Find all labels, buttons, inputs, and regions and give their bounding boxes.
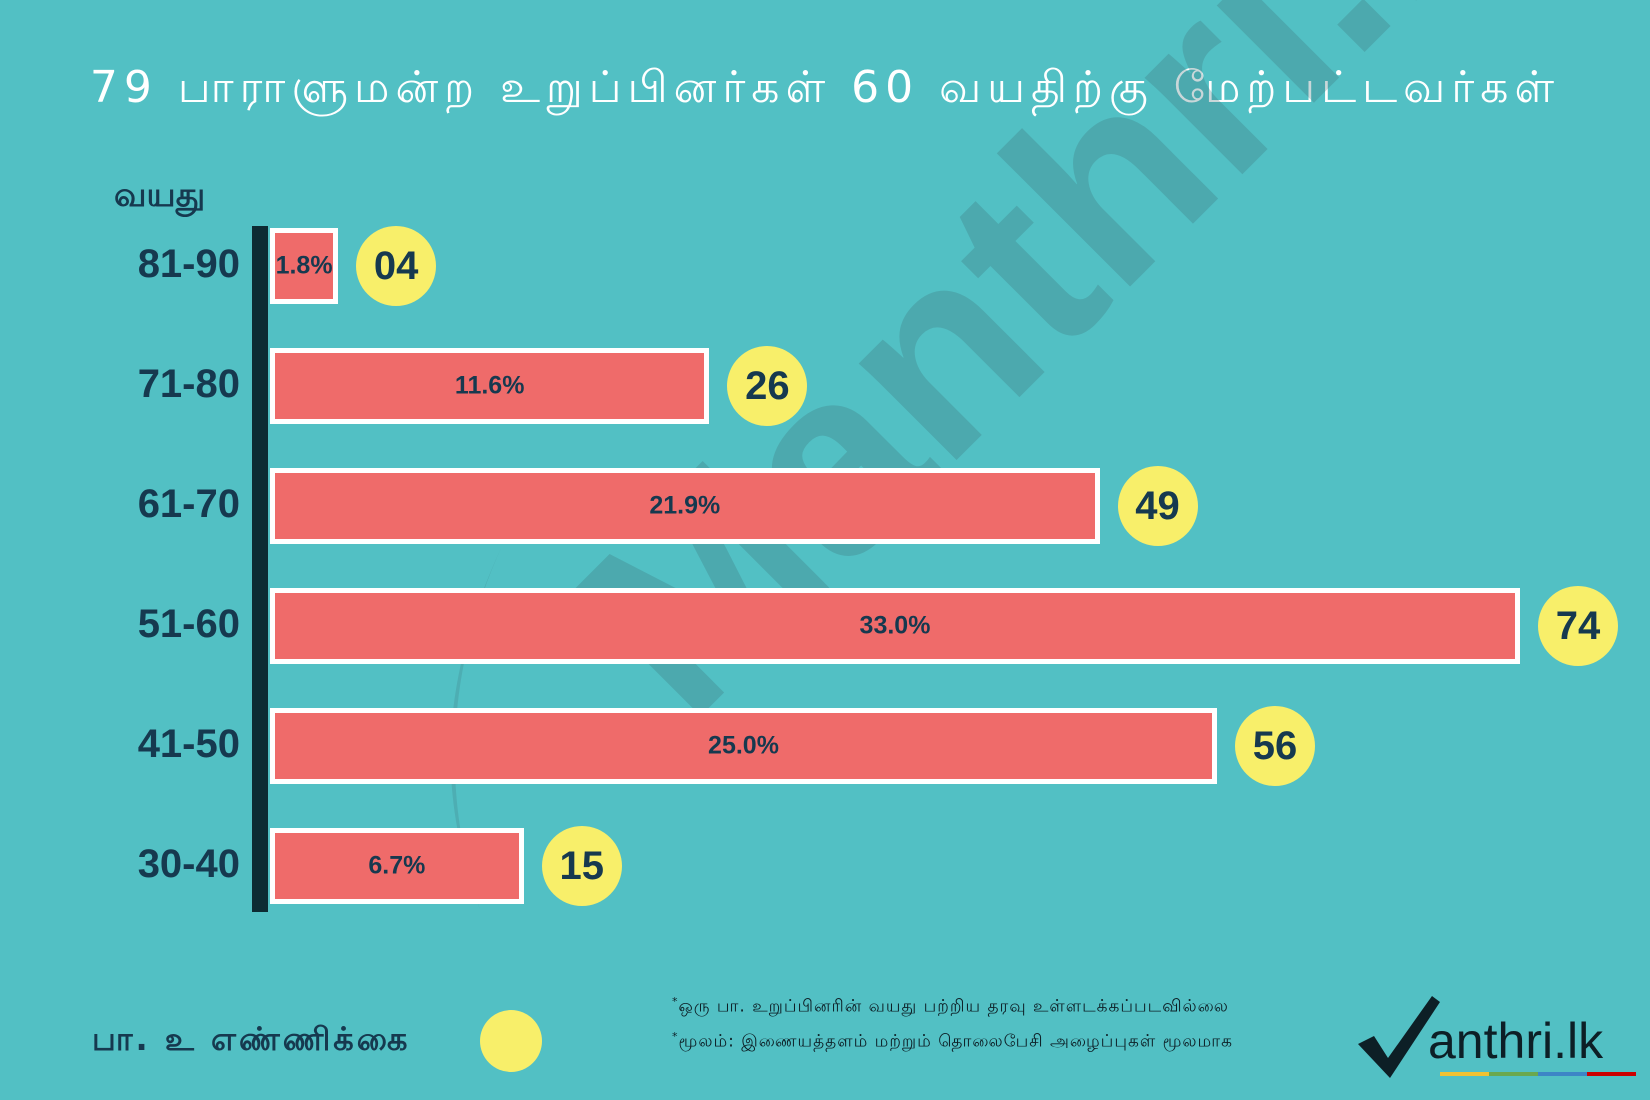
y-axis-line: [252, 226, 268, 912]
y-axis-label: வயது: [114, 175, 206, 215]
footnote-1: *ஒரு பா. உறுப்பினரின் வயது பற்றிய தரவு உ…: [672, 995, 1229, 1017]
legend-dot: [480, 1010, 542, 1072]
count-badge: 26: [727, 346, 808, 426]
count-badge: 04: [356, 226, 437, 306]
footnote-2-text: மூலம்: இணையத்தளம் மற்றும் தொலைபேசி அழைப்…: [678, 1031, 1233, 1052]
bar: [270, 828, 524, 904]
bar: [270, 588, 1520, 664]
bar: [270, 348, 710, 424]
footnote-1-text: ஒரு பா. உறுப்பினரின் வயது பற்றிய தரவு உள…: [678, 996, 1229, 1017]
chart-title: 79 பாராளுமன்ற உறுப்பினர்கள் 60 வயதிற்கு …: [89, 62, 1561, 113]
count-badge: 49: [1117, 466, 1198, 546]
category-label: 51-60: [137, 602, 240, 646]
count-badge: 15: [541, 826, 622, 906]
logo-underline: [1440, 1072, 1636, 1076]
percent-label: 6.7%: [368, 851, 426, 880]
category-label: 71-80: [137, 362, 240, 406]
category-label: 30-40: [137, 842, 240, 886]
percent-label: 21.9%: [649, 491, 721, 520]
logo-text: anthri.lk: [1428, 1013, 1604, 1069]
bar: [270, 228, 339, 304]
manthri-logo: anthri.lk: [1352, 992, 1642, 1082]
category-label: 61-70: [137, 482, 240, 526]
footnote-2: *மூலம்: இணையத்தளம் மற்றும் தொலைபேசி அழைப…: [672, 1030, 1233, 1052]
category-label: 81-90: [137, 242, 240, 286]
bar: [270, 708, 1217, 784]
count-badge: 56: [1234, 706, 1315, 786]
legend-label: பா. உ எண்ணிக்கை: [92, 1020, 411, 1058]
category-label: 41-50: [137, 722, 240, 766]
percent-label: 25.0%: [708, 731, 779, 760]
percent-label: 33.0%: [859, 611, 931, 640]
percent-label: 11.6%: [454, 371, 525, 400]
count-badge: 74: [1538, 586, 1618, 666]
percent-label: 1.8%: [275, 251, 333, 280]
checkmark-icon: [1358, 996, 1440, 1078]
bar: [270, 468, 1100, 544]
